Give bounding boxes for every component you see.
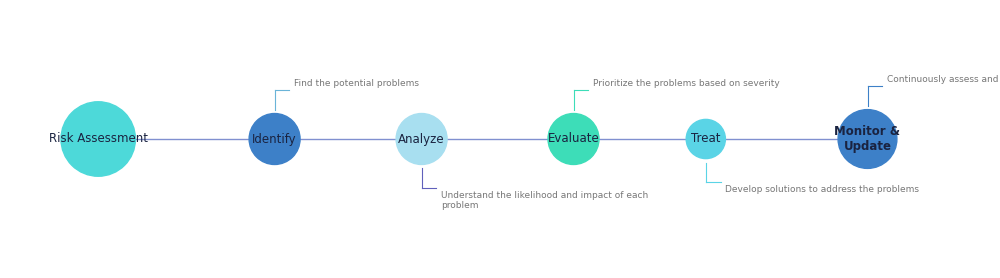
Circle shape [61,102,135,176]
Text: Find the potential problems: Find the potential problems [294,79,419,88]
Text: Understand the likelihood and impact of each
problem: Understand the likelihood and impact of … [441,191,648,210]
Circle shape [396,113,447,165]
Text: Monitor &
Update: Monitor & Update [834,125,900,153]
Text: Identify: Identify [252,133,297,145]
Text: Analyze: Analyze [398,133,445,145]
Circle shape [249,113,300,165]
Text: Prioritize the problems based on severity: Prioritize the problems based on severit… [593,79,780,88]
Circle shape [548,113,599,165]
Circle shape [686,119,725,159]
Text: Risk Assessment: Risk Assessment [49,133,148,145]
Text: Treat: Treat [691,133,721,145]
Text: Evaluate: Evaluate [548,133,599,145]
Text: Continuously assess and adapt as needed: Continuously assess and adapt as needed [887,75,1000,84]
Text: Develop solutions to address the problems: Develop solutions to address the problem… [725,185,919,194]
Circle shape [838,110,897,168]
